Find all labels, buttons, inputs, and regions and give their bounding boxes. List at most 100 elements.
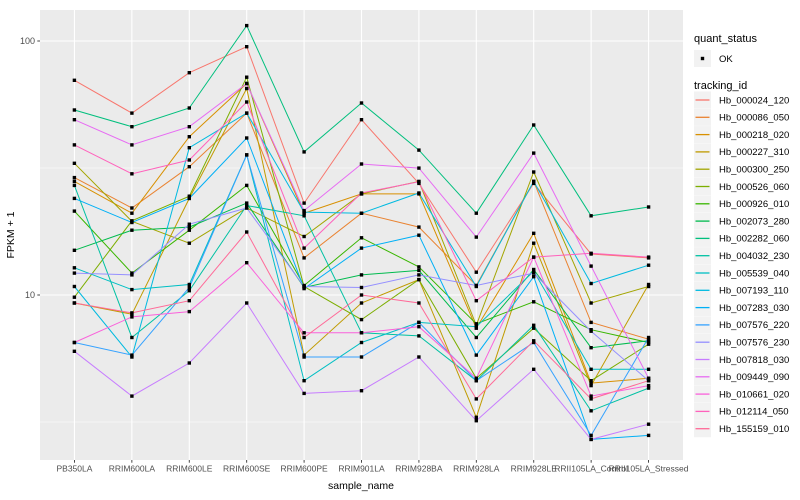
data-point bbox=[130, 353, 134, 357]
data-point bbox=[130, 287, 134, 292]
data-point bbox=[245, 100, 249, 104]
data-point bbox=[187, 194, 191, 198]
data-point bbox=[359, 331, 364, 335]
data-point bbox=[474, 299, 478, 303]
data-point bbox=[474, 353, 478, 357]
data-point bbox=[589, 214, 593, 218]
data-point bbox=[245, 86, 249, 91]
legend-label: Hb_005539_040 bbox=[719, 268, 789, 279]
data-point bbox=[589, 394, 593, 398]
data-point bbox=[646, 255, 651, 259]
data-point bbox=[359, 162, 364, 166]
data-point bbox=[187, 165, 191, 169]
legend-item: Hb_000926_010 bbox=[694, 195, 789, 213]
data-point bbox=[646, 379, 651, 383]
data-point bbox=[589, 409, 593, 413]
x-tick-label: RRIM600LE bbox=[166, 464, 213, 474]
legend-tracking-id-items: Hb_000024_120 Hb_000086_050 Hb_000218_020 H… bbox=[694, 91, 789, 438]
legend-label: Hb_007576_230 bbox=[719, 338, 789, 349]
data-point bbox=[589, 264, 593, 268]
data-point bbox=[417, 325, 421, 329]
data-point bbox=[245, 201, 249, 205]
data-point bbox=[359, 101, 364, 105]
data-point bbox=[245, 183, 249, 188]
data-point bbox=[532, 267, 536, 272]
data-point bbox=[589, 329, 593, 333]
data-point bbox=[417, 355, 421, 359]
data-point bbox=[302, 214, 306, 218]
legend-label: Hb_012114_050 bbox=[719, 407, 789, 418]
data-point bbox=[359, 191, 364, 195]
legend-item: Hb_007576_220 bbox=[694, 316, 789, 334]
data-point bbox=[359, 340, 364, 345]
series-points bbox=[72, 23, 651, 442]
legend-label: Hb_002282_060 bbox=[719, 234, 789, 245]
data-point bbox=[532, 367, 536, 371]
data-point bbox=[245, 261, 249, 265]
data-point bbox=[130, 111, 134, 115]
data-point bbox=[359, 273, 364, 277]
legend-item: Hb_000024_120 bbox=[694, 91, 789, 109]
legend-label: OK bbox=[719, 54, 733, 65]
data-point bbox=[359, 246, 364, 250]
x-tick-label: RRIM901LA bbox=[338, 464, 385, 474]
data-point bbox=[417, 191, 421, 195]
data-point bbox=[187, 158, 191, 162]
data-point bbox=[646, 263, 651, 267]
data-point bbox=[532, 151, 536, 155]
x-tick-label: RRIM928LA bbox=[453, 464, 500, 474]
data-point bbox=[130, 125, 134, 129]
data-point bbox=[589, 383, 593, 388]
legend-item: Hb_002282_060 bbox=[694, 229, 789, 247]
data-point bbox=[187, 125, 191, 129]
data-point bbox=[474, 235, 478, 239]
legend: quant_status OK tracking_id Hb_000024_12… bbox=[694, 33, 789, 438]
point-symbol-icon bbox=[700, 56, 705, 61]
data-point bbox=[589, 397, 593, 401]
data-point bbox=[589, 281, 593, 286]
data-point bbox=[72, 175, 77, 180]
legend-label: Hb_000086_050 bbox=[719, 113, 789, 124]
legend-item: Hb_007193_110 bbox=[694, 281, 789, 299]
data-point bbox=[646, 433, 651, 438]
data-point bbox=[302, 201, 306, 205]
data-point bbox=[359, 301, 364, 305]
legend-label: Hb_007193_110 bbox=[719, 286, 789, 297]
data-point bbox=[72, 295, 77, 299]
axis-tick-labels: 100 10 PB350LA RRIM600LA RRIM600LE RRIM600SE R… bbox=[20, 36, 689, 474]
data-point bbox=[245, 136, 249, 140]
data-point bbox=[72, 271, 77, 275]
legend-quant-status-items: OK bbox=[694, 50, 733, 67]
data-point bbox=[532, 255, 536, 259]
legend-tracking-id-title: tracking_id bbox=[694, 80, 747, 92]
data-point bbox=[130, 315, 134, 319]
legend-label: Hb_000227_310 bbox=[719, 147, 789, 158]
data-point bbox=[646, 284, 651, 289]
y-tick-label: 10 bbox=[25, 290, 35, 300]
legend-label: Hb_000926_010 bbox=[719, 199, 789, 210]
data-point bbox=[417, 180, 421, 184]
data-point bbox=[417, 273, 421, 277]
data-point bbox=[589, 301, 593, 305]
data-point bbox=[302, 331, 306, 335]
legend-label: Hb_007576_220 bbox=[719, 320, 789, 331]
data-point bbox=[72, 108, 77, 112]
data-point bbox=[72, 161, 77, 165]
data-point bbox=[474, 419, 478, 423]
data-point bbox=[245, 230, 249, 234]
data-point bbox=[532, 275, 536, 279]
legend-label: Hb_000218_020 bbox=[719, 130, 789, 141]
data-point bbox=[589, 437, 593, 442]
data-point bbox=[302, 234, 306, 239]
data-point bbox=[187, 241, 191, 245]
data-point bbox=[417, 265, 421, 269]
data-point bbox=[359, 211, 364, 215]
data-point bbox=[302, 150, 306, 154]
data-point bbox=[302, 355, 306, 359]
data-point bbox=[72, 78, 77, 82]
x-tick-label: PB350LA bbox=[56, 464, 92, 474]
data-point bbox=[245, 206, 249, 210]
data-point bbox=[130, 172, 134, 176]
data-point bbox=[532, 179, 536, 184]
data-point bbox=[72, 143, 77, 147]
